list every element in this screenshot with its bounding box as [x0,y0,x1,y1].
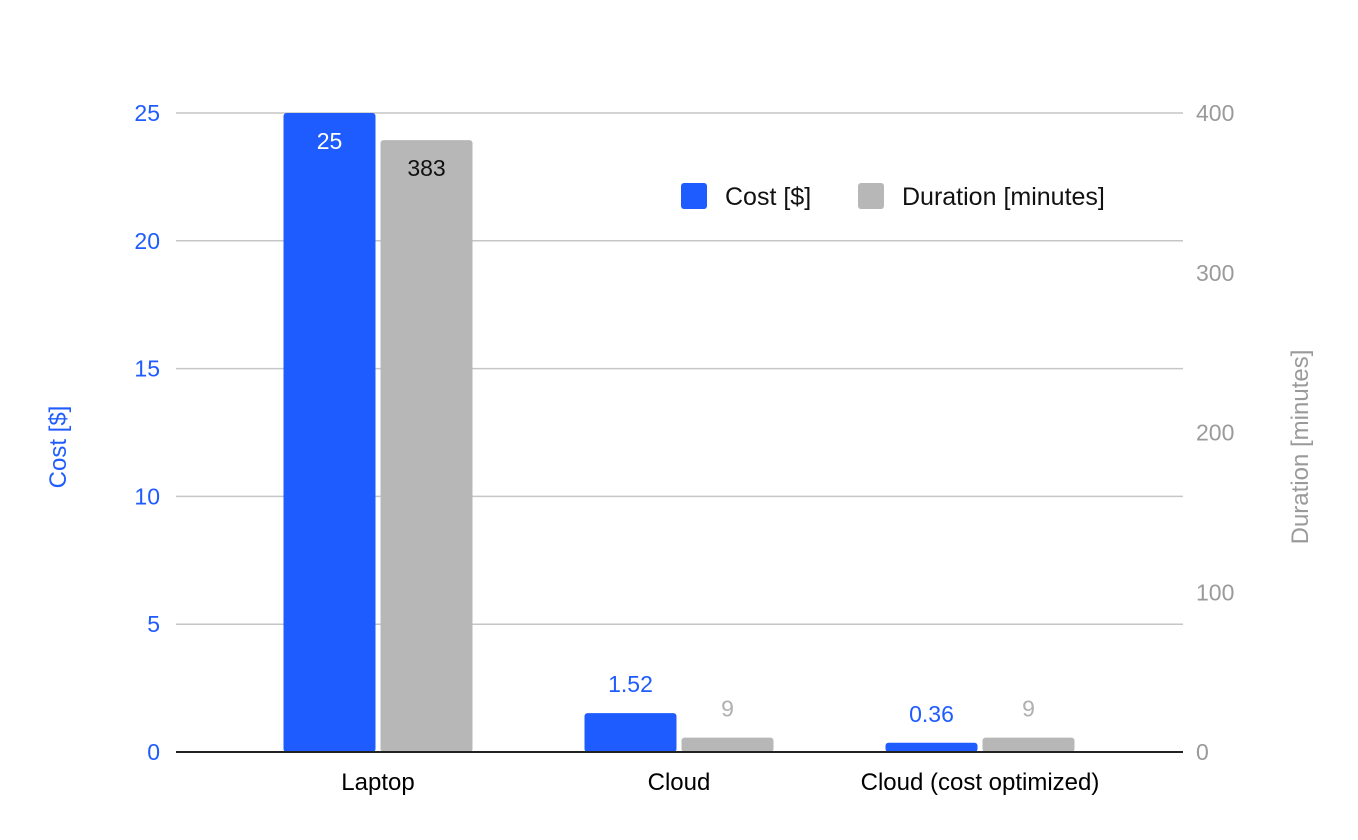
cost-bar [584,713,677,752]
cost-data-label: 0.36 [909,701,954,727]
right-axis-tick-label: 200 [1196,420,1234,446]
legend-label: Duration [minutes] [902,183,1105,211]
data-labels: 25 1.52 0.36 383 9 9 [317,128,1035,727]
bars [283,113,1075,753]
duration-bar [982,737,1075,752]
cost-bar [283,113,376,752]
left-axis-tick-label: 15 [134,356,160,382]
duration-bar [380,140,473,753]
left-axis-tick-label: 5 [147,611,160,637]
duration-bar [681,737,774,752]
category-label: Cloud (cost optimized) [861,769,1100,796]
left-axis-tick-label: 20 [134,228,160,254]
right-axis-tick-label: 400 [1196,100,1234,126]
category-label: Laptop [341,769,414,796]
left-axis-title: Cost [$] [45,406,72,489]
left-axis-tick-label: 0 [147,739,160,765]
right-axis-tick-label: 300 [1196,260,1234,286]
legend-label: Cost [$] [725,183,811,211]
legend: Cost [$] Duration [minutes] [681,183,1105,211]
left-axis-tick-label: 25 [134,100,160,126]
right-axis-tick-label: 100 [1196,579,1234,605]
legend-swatch [858,183,884,209]
left-axis-tick-label: 10 [134,483,160,509]
duration-data-label: 383 [407,155,445,181]
right-axis-title: Duration [minutes] [1287,350,1314,545]
right-axis-tick-label: 0 [1196,739,1209,765]
duration-data-label: 9 [1022,696,1035,722]
axes: 0 5 10 15 20 25 0 100 200 300 400 Laptop Cloud Cloud … [45,100,1314,796]
cost-bar [885,742,978,752]
cost-data-label: 25 [317,128,343,154]
cost-data-label: 1.52 [608,671,653,697]
legend-swatch [681,183,707,209]
duration-data-label: 9 [721,696,734,722]
category-label: Cloud [648,769,711,796]
